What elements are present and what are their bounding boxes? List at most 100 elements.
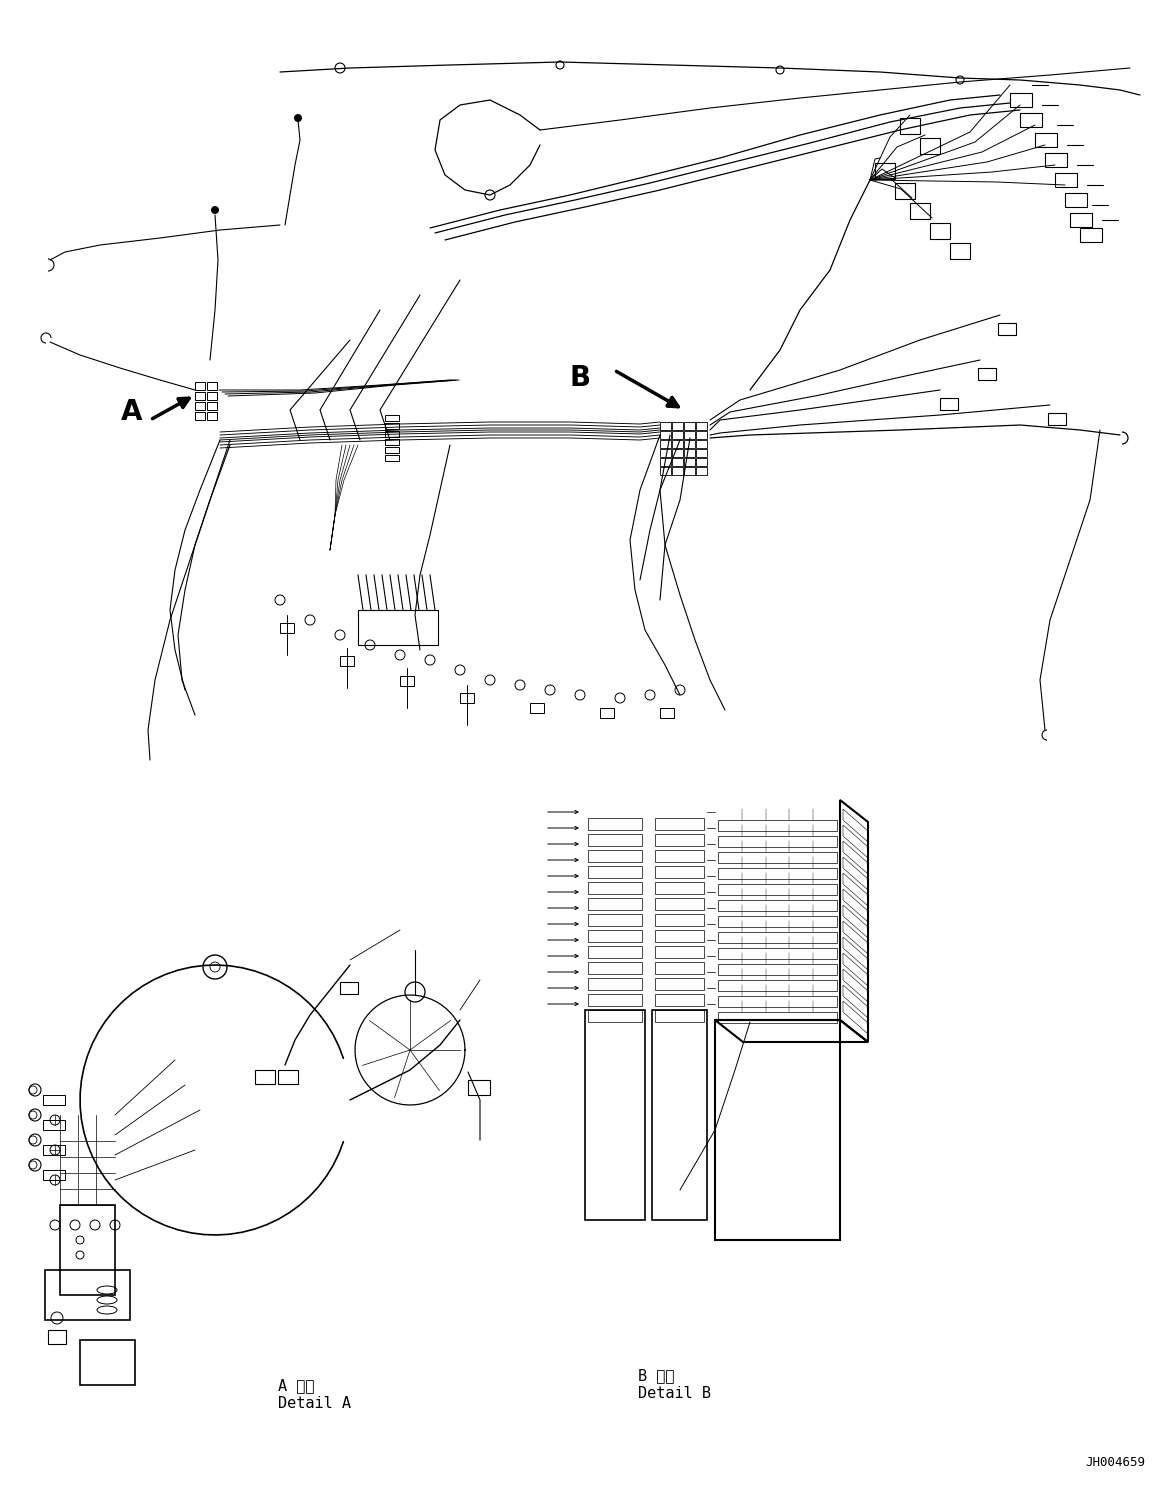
Bar	[207, 382, 217, 390]
Bar	[655, 963, 704, 975]
Bar	[718, 995, 837, 1007]
Bar	[655, 897, 704, 911]
Bar	[655, 882, 704, 894]
Bar	[718, 820, 837, 830]
Bar	[385, 432, 399, 437]
Bar	[655, 930, 704, 942]
Bar	[195, 402, 205, 411]
Bar	[588, 930, 642, 942]
Bar	[588, 946, 642, 958]
Bar	[1020, 113, 1042, 126]
Bar	[60, 1205, 115, 1295]
Bar	[684, 432, 695, 439]
Text: B 詳細: B 詳細	[638, 1367, 675, 1382]
Bar	[588, 850, 642, 862]
Bar	[385, 415, 399, 421]
Bar	[588, 1010, 642, 1022]
Bar	[1065, 193, 1087, 207]
Bar	[875, 164, 896, 179]
Bar	[655, 850, 704, 862]
Circle shape	[211, 205, 219, 214]
Bar	[655, 914, 704, 926]
Bar	[280, 623, 294, 632]
Bar	[672, 423, 683, 430]
Bar	[695, 423, 707, 430]
Bar	[655, 1010, 704, 1022]
Bar	[695, 440, 707, 448]
Bar	[385, 446, 399, 452]
Bar	[655, 946, 704, 958]
Bar	[585, 1010, 645, 1220]
Bar	[684, 449, 695, 457]
Bar	[718, 868, 837, 879]
Bar	[684, 467, 695, 475]
Bar	[998, 323, 1016, 335]
Bar	[588, 882, 642, 894]
Bar	[695, 432, 707, 439]
Bar	[950, 243, 970, 259]
Bar	[530, 702, 544, 713]
Bar	[385, 439, 399, 445]
Bar	[278, 1070, 298, 1083]
Bar	[659, 432, 671, 439]
Bar	[195, 391, 205, 400]
Bar	[659, 458, 671, 466]
Bar	[588, 833, 642, 847]
Bar	[978, 368, 996, 379]
Bar	[718, 964, 837, 975]
Bar	[207, 412, 217, 420]
Bar	[920, 138, 940, 153]
Text: Detail A: Detail A	[278, 1396, 351, 1411]
Bar	[718, 853, 837, 863]
Bar	[1035, 132, 1057, 147]
Bar	[588, 866, 642, 878]
Bar	[684, 458, 695, 466]
Bar	[385, 423, 399, 429]
Bar	[718, 931, 837, 943]
Bar	[718, 1012, 837, 1024]
Bar	[588, 818, 642, 830]
Bar	[718, 917, 837, 927]
Bar	[1080, 228, 1103, 243]
Bar	[195, 382, 205, 390]
Bar	[255, 1070, 274, 1083]
Bar	[655, 978, 704, 990]
Bar	[659, 440, 671, 448]
Bar	[659, 449, 671, 457]
Bar	[684, 423, 695, 430]
Bar	[652, 1010, 707, 1220]
Bar	[695, 449, 707, 457]
Bar	[207, 391, 217, 400]
Bar	[45, 1269, 130, 1320]
Bar	[672, 449, 683, 457]
Bar	[43, 1144, 65, 1155]
Bar	[672, 440, 683, 448]
Text: Detail B: Detail B	[638, 1385, 711, 1402]
Bar	[588, 963, 642, 975]
Bar	[588, 897, 642, 911]
Bar	[672, 458, 683, 466]
Bar	[900, 118, 920, 134]
Bar	[340, 656, 354, 667]
Bar	[659, 708, 675, 719]
Bar	[655, 994, 704, 1006]
Circle shape	[294, 115, 302, 122]
Bar	[659, 423, 671, 430]
Bar	[43, 1170, 65, 1180]
Bar	[195, 412, 205, 420]
Bar	[655, 866, 704, 878]
Bar	[718, 948, 837, 958]
Bar	[718, 900, 837, 911]
Text: B: B	[570, 365, 591, 391]
Bar	[358, 610, 438, 644]
Bar	[684, 440, 695, 448]
Bar	[655, 818, 704, 830]
Bar	[80, 1341, 135, 1385]
Bar	[909, 202, 930, 219]
Bar	[207, 402, 217, 411]
Bar	[930, 223, 950, 240]
Bar	[940, 397, 958, 411]
Bar	[48, 1330, 66, 1344]
Bar	[468, 1080, 490, 1095]
Text: A: A	[121, 397, 143, 426]
